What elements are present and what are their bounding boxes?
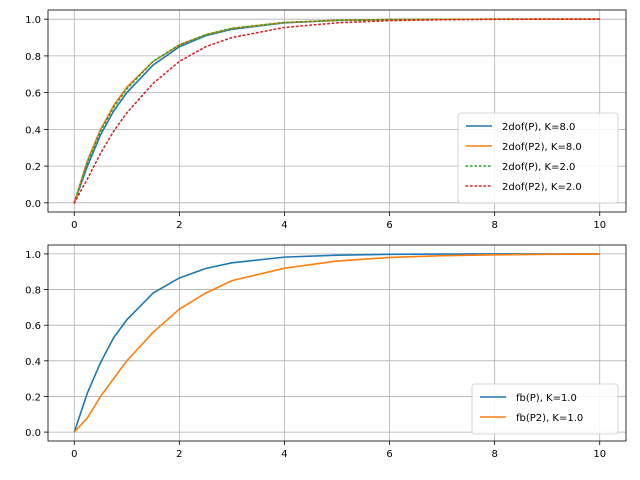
x-tick-label: 2 <box>176 449 182 460</box>
chart-panel-2: 0 2 4 6 8 100.00.20.40.60.81.0fb(P), K=1.0fb(… <box>25 244 627 460</box>
x-tick-label: 0 <box>71 220 77 231</box>
y-tick-label: 1.0 <box>25 250 41 261</box>
plot-frame <box>47 244 627 442</box>
x-tick-label: 6 <box>386 449 392 460</box>
series-line-4 <box>73 18 601 204</box>
y-tick-label: 0.4 <box>25 357 41 368</box>
legend-box <box>457 112 619 204</box>
x-tick-label: 4 <box>281 220 287 231</box>
legend-label: 2dof(P), K=2.0 <box>502 162 575 173</box>
legend-label: fb(P), K=1.0 <box>516 393 577 404</box>
legend-label: 2dof(P2), K=8.0 <box>502 142 582 153</box>
y-tick-label: 0.2 <box>25 162 41 173</box>
y-tick-label: 0.0 <box>25 428 41 439</box>
legend-label: fb(P2), K=1.0 <box>516 413 583 424</box>
legend-label: 2dof(P2), K=2.0 <box>502 182 582 193</box>
x-tick-label: 0 <box>71 449 77 460</box>
legend: 2dof(P), K=8.0 2dof(P2), K=8.0 2dof(P), K=… <box>457 112 619 204</box>
y-tick-label: 0.8 <box>25 52 41 63</box>
x-tick-label: 10 <box>593 449 606 460</box>
x-tick-label: 2 <box>176 220 182 231</box>
x-tick-label: 6 <box>386 220 392 231</box>
x-tick-label: 8 <box>491 220 497 231</box>
legend: fb(P), K=1.0 fb(P2), K=1.0 <box>471 383 619 435</box>
y-tick-label: 0.8 <box>25 286 41 297</box>
series-line-2 <box>73 253 600 433</box>
y-tick-label: 1.0 <box>25 15 41 26</box>
legend-box <box>471 383 619 435</box>
x-tick-label: 8 <box>491 449 497 460</box>
x-tick-label: 4 <box>281 449 287 460</box>
y-tick-label: 0.6 <box>25 321 41 332</box>
y-tick-label: 0.0 <box>25 199 41 210</box>
y-tick-label: 0.4 <box>25 125 41 136</box>
y-tick-label: 0.2 <box>25 392 41 403</box>
y-tick-label: 0.6 <box>25 89 41 100</box>
series-line-1 <box>73 253 600 433</box>
legend-label: 2dof(P), K=8.0 <box>502 122 575 133</box>
x-tick-label: 10 <box>593 220 606 231</box>
plot-frame <box>47 9 627 213</box>
